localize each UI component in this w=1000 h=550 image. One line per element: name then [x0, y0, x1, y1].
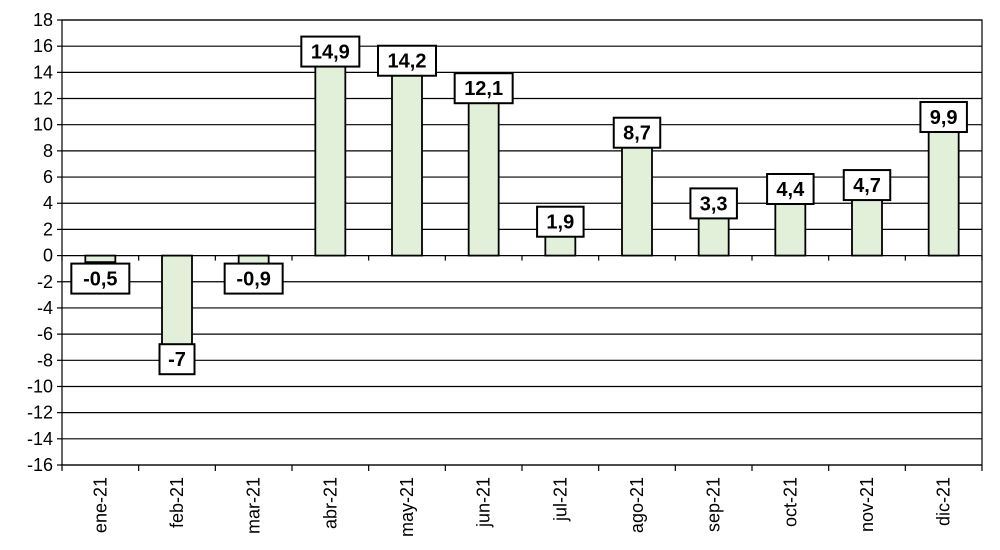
y-tick-label: -6: [37, 324, 53, 344]
data-label-text: 14,2: [388, 51, 427, 73]
y-tick-label: 6: [43, 167, 53, 187]
data-label-nov-21: 4,7: [842, 169, 892, 202]
y-tick-label: -10: [27, 376, 53, 396]
y-tick-label: -16: [27, 455, 53, 475]
data-label-box: [223, 262, 284, 295]
y-axis: 18 16 14 12 10 8 6 4 2 0 -2 -4 -6 -8 -10 -12 -14 -16: [27, 10, 62, 475]
plot-frame: [61, 19, 983, 466]
bar-may-21: [391, 68, 423, 257]
data-label-ago-21: 8,7: [612, 116, 662, 149]
bars: [84, 59, 960, 349]
bar-ago-21: [621, 140, 653, 257]
data-label-text: 4,7: [853, 175, 881, 197]
data-label-box: [919, 101, 968, 134]
x-category-label: ago-21: [627, 477, 647, 533]
y-tick-label: 12: [33, 89, 53, 109]
x-axis: ene-21 feb-21 mar-21 abr-21 may-21 jun-21 jul-…: [61, 255, 983, 537]
data-label-text: 4,4: [776, 179, 805, 201]
data-label-jun-21: 12,1: [453, 72, 514, 105]
data-label-text: -7: [168, 349, 186, 371]
data-label-text: 1,9: [546, 212, 574, 234]
y-tick-label: -8: [37, 350, 53, 370]
data-labels: -0,5 -7 -0,9 14,9 14,2 12,1 1,9 8,7 3,3 4,4 4,7 9,9: [70, 35, 968, 376]
data-label-may-21: 14,2: [377, 44, 437, 77]
y-tick-label: -4: [37, 298, 53, 318]
y-tick-label: 18: [33, 10, 53, 30]
data-label-ene-21: -0,5: [70, 262, 131, 295]
y-tick-label: 10: [33, 115, 53, 135]
data-label-feb-21: -7: [158, 343, 196, 376]
y-tick-label: 14: [33, 62, 53, 82]
y-tick-label: -2: [37, 272, 53, 292]
y-tick-label: -14: [27, 429, 53, 449]
data-label-box: [158, 343, 196, 376]
bar-feb-21: [161, 254, 193, 349]
data-label-dic-21: 9,9: [919, 101, 968, 134]
data-label-box: [377, 44, 437, 77]
bar-abr-21: [314, 59, 347, 257]
data-label-text: -0,5: [83, 269, 117, 291]
bar-nov-21: [851, 193, 883, 257]
y-tick-label: 2: [43, 219, 53, 239]
bar-ene-21: [84, 254, 117, 264]
data-label-box: [453, 72, 514, 105]
data-label-box: [300, 35, 361, 68]
data-label-box: [612, 116, 662, 149]
x-category-label: ene-21: [90, 477, 110, 533]
data-label-sep-21: 3,3: [689, 187, 738, 220]
y-tick-label: 16: [33, 36, 53, 56]
data-label-text: 3,3: [700, 193, 728, 215]
data-label-box: [842, 169, 892, 202]
data-label-oct-21: 4,4: [766, 173, 815, 205]
x-category-label: abr-21: [320, 477, 340, 529]
data-label-box: [536, 205, 585, 238]
x-category-label: mar-21: [244, 477, 264, 534]
x-category-label: may-21: [397, 477, 417, 537]
data-label-text: 14,9: [311, 42, 350, 64]
y-tick-label: 4: [43, 193, 53, 213]
y-tick-label: 0: [43, 246, 53, 266]
data-label-mar-21: -0,9: [223, 262, 284, 295]
data-label-text: 8,7: [623, 123, 651, 145]
x-category-label: feb-21: [167, 477, 187, 528]
data-label-jul-21: 1,9: [536, 205, 585, 238]
bar-oct-21: [774, 197, 807, 257]
data-label-box: [70, 262, 131, 295]
x-category-label: nov-21: [857, 477, 877, 532]
x-category-label: sep-21: [704, 477, 724, 532]
x-category-label: jun-21: [474, 477, 494, 528]
y-tick-label: -12: [27, 403, 53, 423]
x-category-label: oct-21: [780, 477, 800, 527]
bar-dic-21: [927, 125, 960, 257]
data-label-box: [766, 173, 815, 205]
bar-jun-21: [467, 96, 500, 257]
data-label-text: 12,1: [464, 78, 503, 100]
data-label-box: [689, 187, 738, 220]
gridlines: [61, 19, 983, 466]
x-category-label: dic-21: [934, 477, 954, 526]
x-category-label: jul-21: [550, 477, 570, 522]
data-label-text: -0,9: [236, 269, 270, 291]
y-tick-label: 8: [43, 141, 53, 161]
data-label-abr-21: 14,9: [300, 35, 361, 68]
data-label-text: 9,9: [930, 107, 958, 129]
